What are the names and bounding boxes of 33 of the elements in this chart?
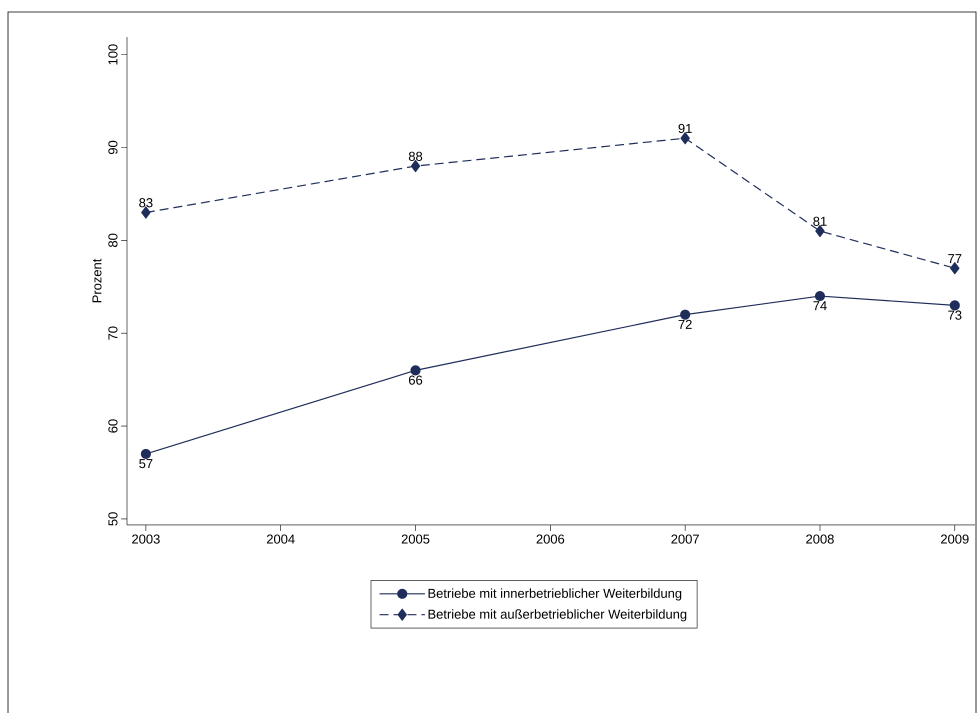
x-tick-label: 2007 [671, 534, 699, 544]
data-label: 91 [678, 124, 692, 134]
legend-label: Betriebe mit außerbetrieblicher Weiterbildung [428, 609, 686, 622]
y-axis-title: Prozent [92, 258, 102, 302]
point [680, 132, 690, 144]
y-tick-label: 70 [108, 326, 118, 340]
data-label: 81 [813, 216, 827, 226]
data-label: 73 [948, 310, 962, 320]
x-tick-label: 2009 [941, 534, 969, 544]
x-tick-label: 2008 [806, 534, 834, 544]
x-tick-label: 2005 [402, 534, 430, 544]
data-label: 77 [948, 254, 962, 264]
data-label: 66 [408, 376, 422, 385]
legend-label: Betriebe mit innerbetrieblicher Weiterbildung [428, 588, 682, 600]
x-tick-label: 2006 [536, 534, 564, 544]
data-label: 88 [408, 152, 422, 161]
x-tick-label: 2003 [132, 534, 160, 544]
y-tick-label: 60 [108, 419, 118, 433]
y-tick-label: 90 [108, 140, 118, 154]
data-label: 57 [139, 459, 152, 468]
data-label: 72 [678, 320, 692, 329]
point [950, 262, 960, 274]
point [410, 365, 421, 376]
y-tick-label: 50 [108, 512, 118, 526]
point [814, 290, 826, 302]
x-tick-label: 2004 [266, 534, 295, 544]
y-tick-label: 80 [108, 234, 118, 247]
point [140, 448, 151, 460]
point [680, 310, 690, 320]
y-tick-label: 100 [108, 44, 118, 64]
data-label: 74 [813, 301, 827, 310]
data-label: 83 [139, 198, 153, 208]
point [950, 300, 960, 310]
